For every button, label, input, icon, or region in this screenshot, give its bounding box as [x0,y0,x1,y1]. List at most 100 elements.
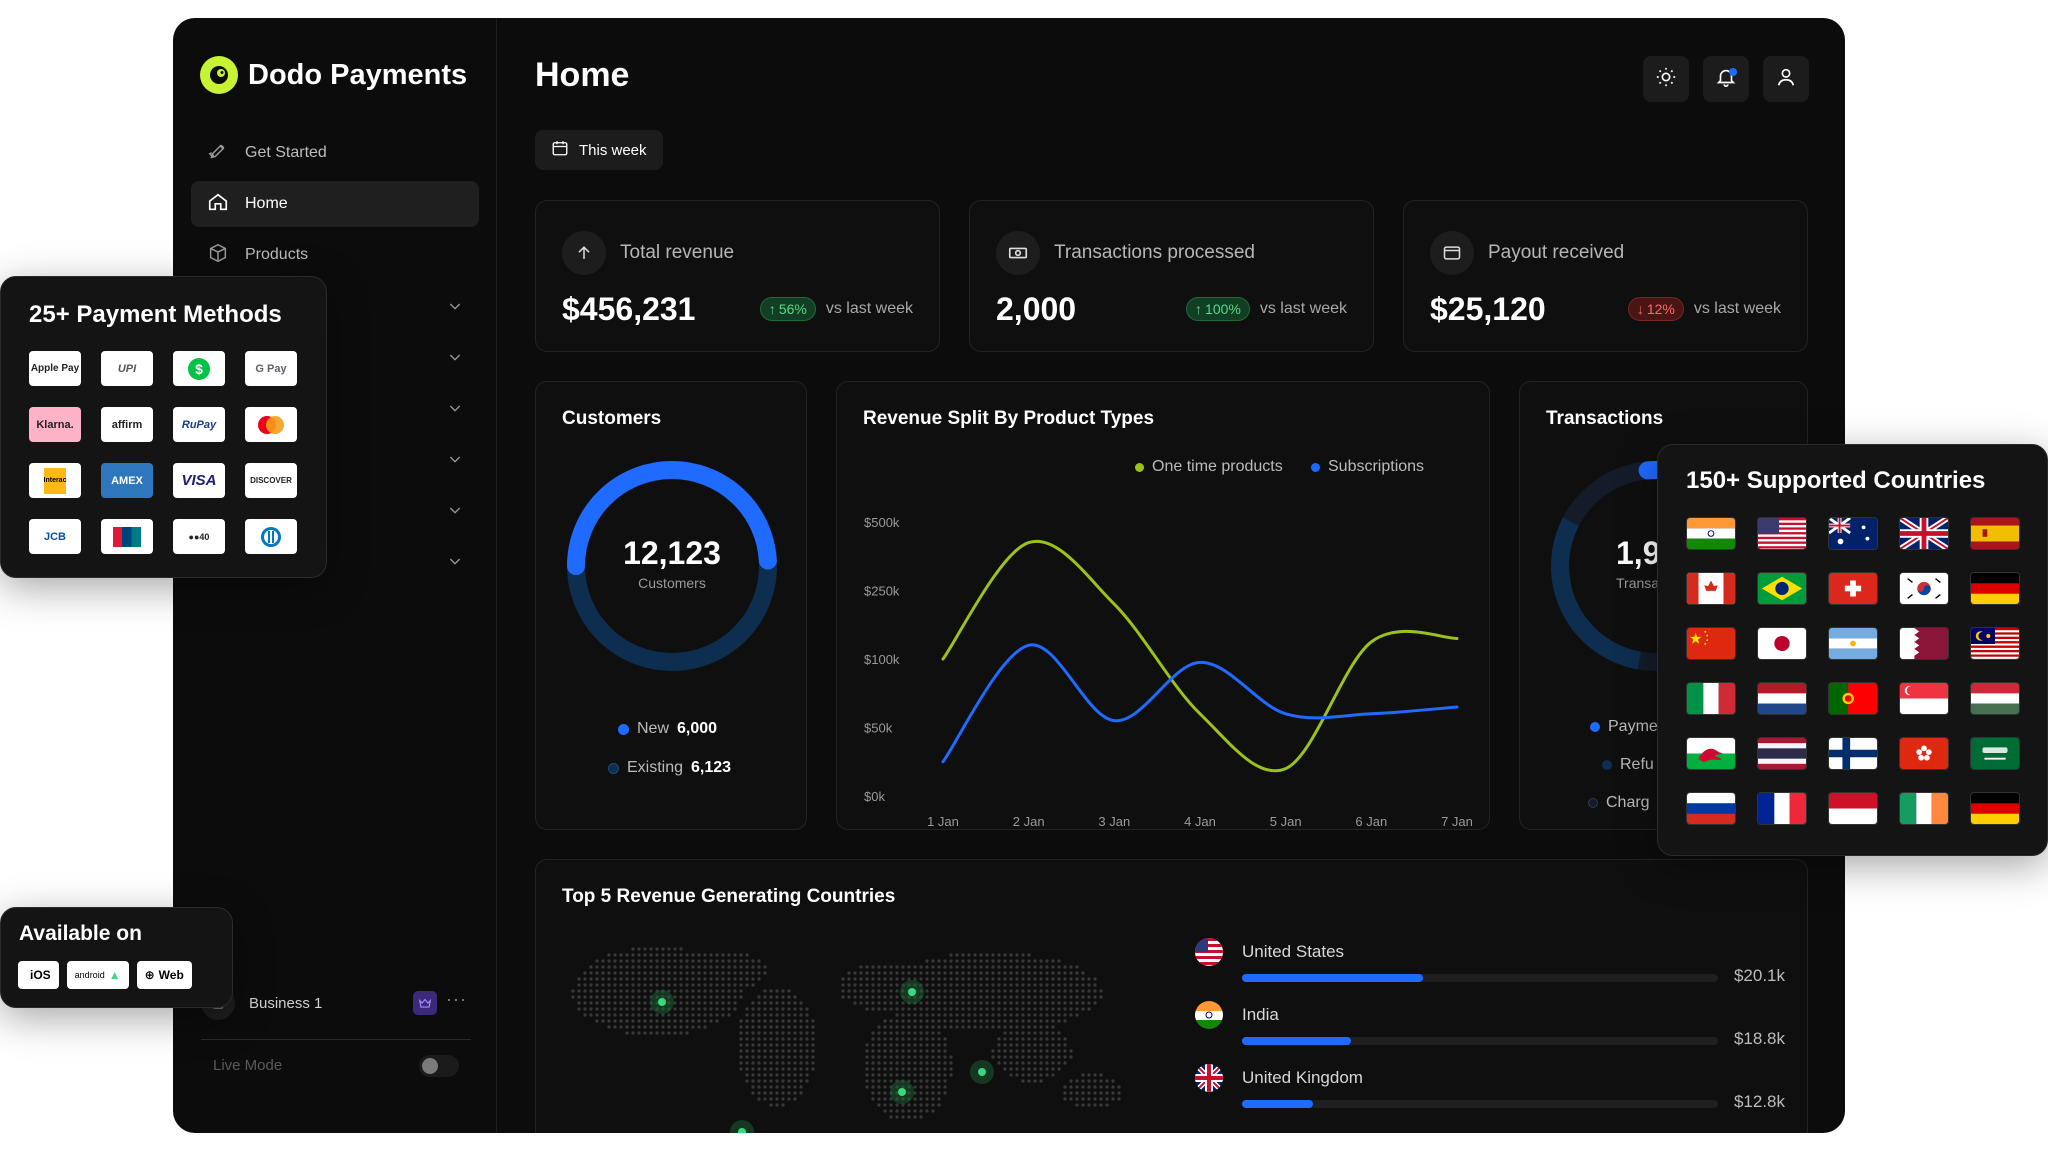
map-dot [1051,1055,1055,1059]
map-dot [601,965,605,969]
map-dot [895,971,899,975]
map-dot [739,983,743,987]
map-dot [937,1079,941,1083]
series-line-subscriptions[interactable] [941,643,1459,764]
sidebar-item-products[interactable]: Products [191,232,479,278]
platforms-panel: Available on iOS android ▲ ⊕ Web [0,907,233,1008]
map-dot [1033,965,1037,969]
map-dot [583,1007,587,1011]
series-line-one-time-products[interactable] [941,539,1459,773]
map-dot [775,1085,779,1089]
sidebar-item-get-started[interactable]: Get Started [191,130,479,176]
map-dot [1003,1061,1007,1065]
map-dot [1057,983,1061,987]
map-dot [745,1079,749,1083]
map-dot [1087,977,1091,981]
live-mode-toggle[interactable] [419,1055,459,1077]
map-dot [757,1079,761,1083]
dodo-logo-icon [200,56,238,94]
business-switcher[interactable]: Business 1 ··· [201,983,471,1023]
map-dot [1045,965,1049,969]
map-dot [631,959,635,963]
map-dot [907,1055,911,1059]
map-dot [1051,977,1055,981]
sidebar-item-collapsed[interactable] [191,436,479,482]
map-dot [1075,1091,1079,1095]
map-dot [1033,989,1037,993]
map-dot [1021,977,1025,981]
map-dot [691,1019,695,1023]
map-dot [751,1043,755,1047]
map-dot [895,1085,899,1089]
map-dot [751,1025,755,1029]
map-dot [757,1073,761,1077]
map-dot [985,1001,989,1005]
map-dot [1081,995,1085,999]
sidebar-item-collapsed[interactable] [191,385,479,431]
map-dot [793,1043,797,1047]
map-dot [979,953,983,957]
sidebar-item-home[interactable]: Home [191,181,479,227]
map-dot [925,1001,929,1005]
platform-badges: iOS android ▲ ⊕ Web [18,961,192,989]
android-badge[interactable]: android ▲ [66,961,129,989]
map-dot [913,1019,917,1023]
sidebar-item-collapsed[interactable] [191,538,479,584]
map-dot [727,971,731,975]
map-dot [637,947,641,951]
ios-badge[interactable]: iOS [18,961,59,989]
map-dot [1045,1049,1049,1053]
map-dot [1009,1031,1013,1035]
map-dot [913,971,917,975]
map-dot [859,977,863,981]
map-dot [907,1007,911,1011]
map-dot [805,1061,809,1065]
map-dot [967,977,971,981]
map-dot [769,1019,773,1023]
map-dot [907,1109,911,1113]
map-dot [895,1031,899,1035]
map-dot [1009,1067,1013,1071]
map-dot [1015,1019,1019,1023]
web-badge[interactable]: ⊕ Web [136,961,192,989]
map-dot [631,965,635,969]
map-dot [919,1067,923,1071]
sidebar-item-collapsed[interactable] [191,487,479,533]
sidebar-item-collapsed[interactable] [191,283,479,329]
map-dot [643,983,647,987]
map-dot [625,1001,629,1005]
more-options-icon[interactable]: ··· [446,989,467,1009]
profile-button[interactable] [1763,56,1809,102]
map-dot [925,1085,929,1089]
progress-fill [1242,1037,1352,1045]
map-dot [739,1025,743,1029]
theme-toggle-button[interactable] [1643,56,1689,102]
map-dot [799,1067,803,1071]
divider [201,1039,471,1040]
map-dot [895,1013,899,1017]
map-dot [655,953,659,957]
sidebar-item-collapsed[interactable] [191,334,479,380]
germany-flag-icon [1970,572,2020,605]
change-badge: ↑ 100% [1186,297,1250,321]
date-filter-button[interactable]: This week [535,130,663,170]
map-dot [709,989,713,993]
map-dot [883,1001,887,1005]
map-dot [931,1109,935,1113]
map-dot [901,1037,905,1041]
map-dot [877,977,881,981]
map-dot [763,1055,767,1059]
map-dot [781,989,785,993]
map-dot [661,971,665,975]
brand[interactable]: Dodo Payments [200,56,467,94]
map-dot [1075,995,1079,999]
map-dot [601,1007,605,1011]
map-dot [1021,1031,1025,1035]
notifications-button[interactable] [1703,56,1749,102]
map-dot [619,995,623,999]
map-dot [1039,1025,1043,1029]
map-dot [655,977,659,981]
revenue-split-card: Revenue Split By Product Types One time … [836,381,1490,830]
map-dot [619,1007,623,1011]
map-dot [925,1031,929,1035]
